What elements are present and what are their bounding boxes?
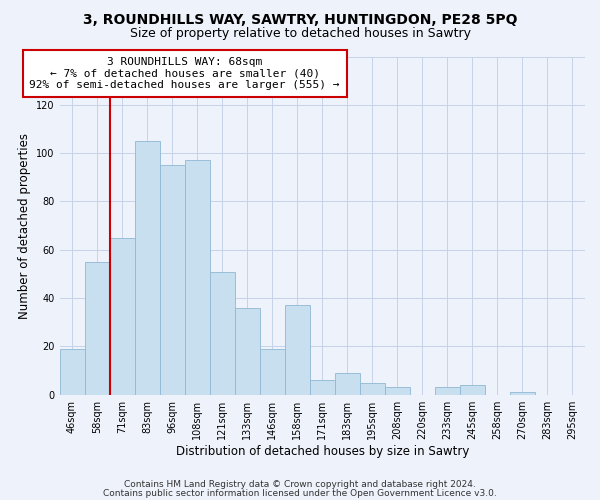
Bar bbox=[435, 388, 460, 394]
Bar bbox=[185, 160, 209, 394]
X-axis label: Distribution of detached houses by size in Sawtry: Distribution of detached houses by size … bbox=[176, 444, 469, 458]
Y-axis label: Number of detached properties: Number of detached properties bbox=[17, 132, 31, 318]
Bar bbox=[110, 238, 134, 394]
Text: Contains HM Land Registry data © Crown copyright and database right 2024.: Contains HM Land Registry data © Crown c… bbox=[124, 480, 476, 489]
Bar bbox=[385, 388, 410, 394]
Text: Size of property relative to detached houses in Sawtry: Size of property relative to detached ho… bbox=[130, 28, 470, 40]
Bar bbox=[160, 165, 185, 394]
Bar bbox=[209, 272, 235, 394]
Bar bbox=[85, 262, 110, 394]
Bar bbox=[460, 385, 485, 394]
Bar bbox=[360, 382, 385, 394]
Bar bbox=[59, 349, 85, 395]
Bar bbox=[235, 308, 260, 394]
Bar bbox=[510, 392, 535, 394]
Bar bbox=[260, 349, 285, 395]
Bar bbox=[134, 141, 160, 395]
Text: 3 ROUNDHILLS WAY: 68sqm
← 7% of detached houses are smaller (40)
92% of semi-det: 3 ROUNDHILLS WAY: 68sqm ← 7% of detached… bbox=[29, 57, 340, 90]
Text: Contains public sector information licensed under the Open Government Licence v3: Contains public sector information licen… bbox=[103, 490, 497, 498]
Bar bbox=[335, 373, 360, 394]
Bar bbox=[310, 380, 335, 394]
Text: 3, ROUNDHILLS WAY, SAWTRY, HUNTINGDON, PE28 5PQ: 3, ROUNDHILLS WAY, SAWTRY, HUNTINGDON, P… bbox=[83, 12, 517, 26]
Bar bbox=[285, 306, 310, 394]
